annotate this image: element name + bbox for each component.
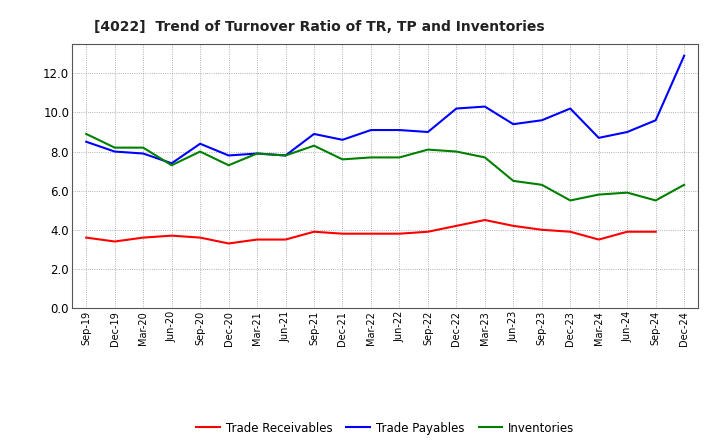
Trade Payables xyxy=(82,139,91,144)
Inventories xyxy=(225,163,233,168)
Trade Receivables xyxy=(395,231,404,236)
Trade Payables xyxy=(282,153,290,158)
Trade Receivables xyxy=(282,237,290,242)
Trade Receivables xyxy=(338,231,347,236)
Trade Receivables xyxy=(480,217,489,223)
Inventories xyxy=(167,163,176,168)
Trade Receivables xyxy=(82,235,91,240)
Trade Receivables xyxy=(366,231,375,236)
Trade Receivables xyxy=(225,241,233,246)
Trade Receivables xyxy=(623,229,631,235)
Trade Receivables xyxy=(167,233,176,238)
Trade Receivables xyxy=(139,235,148,240)
Trade Payables xyxy=(310,131,318,136)
Trade Payables xyxy=(139,151,148,156)
Inventories xyxy=(338,157,347,162)
Inventories xyxy=(82,131,91,136)
Inventories xyxy=(537,182,546,187)
Trade Payables xyxy=(167,161,176,166)
Inventories xyxy=(595,192,603,197)
Inventories xyxy=(509,178,518,183)
Trade Payables xyxy=(509,121,518,127)
Inventories xyxy=(253,151,261,156)
Trade Payables xyxy=(253,151,261,156)
Inventories xyxy=(652,198,660,203)
Trade Payables xyxy=(480,104,489,109)
Trade Payables xyxy=(366,128,375,133)
Trade Receivables xyxy=(566,229,575,235)
Trade Payables xyxy=(595,135,603,140)
Inventories xyxy=(196,149,204,154)
Text: [4022]  Trend of Turnover Ratio of TR, TP and Inventories: [4022] Trend of Turnover Ratio of TR, TP… xyxy=(94,20,544,34)
Inventories xyxy=(452,149,461,154)
Trade Receivables xyxy=(423,229,432,235)
Trade Receivables xyxy=(196,235,204,240)
Trade Payables xyxy=(537,117,546,123)
Trade Receivables xyxy=(253,237,261,242)
Inventories xyxy=(623,190,631,195)
Inventories xyxy=(110,145,119,150)
Legend: Trade Receivables, Trade Payables, Inventories: Trade Receivables, Trade Payables, Inven… xyxy=(192,417,579,440)
Inventories xyxy=(480,155,489,160)
Line: Trade Payables: Trade Payables xyxy=(86,56,684,163)
Trade Receivables xyxy=(537,227,546,232)
Inventories xyxy=(310,143,318,148)
Inventories xyxy=(282,153,290,158)
Inventories xyxy=(566,198,575,203)
Trade Payables xyxy=(196,141,204,147)
Trade Payables xyxy=(423,129,432,135)
Trade Payables xyxy=(395,128,404,133)
Inventories xyxy=(139,145,148,150)
Trade Payables xyxy=(225,153,233,158)
Trade Receivables xyxy=(110,239,119,244)
Trade Payables xyxy=(652,117,660,123)
Line: Inventories: Inventories xyxy=(86,134,684,201)
Inventories xyxy=(366,155,375,160)
Line: Trade Receivables: Trade Receivables xyxy=(86,220,656,243)
Inventories xyxy=(423,147,432,152)
Trade Receivables xyxy=(310,229,318,235)
Trade Payables xyxy=(110,149,119,154)
Trade Payables xyxy=(680,53,688,59)
Trade Receivables xyxy=(595,237,603,242)
Trade Receivables xyxy=(509,223,518,228)
Trade Payables xyxy=(566,106,575,111)
Trade Payables xyxy=(623,129,631,135)
Trade Payables xyxy=(338,137,347,143)
Inventories xyxy=(680,182,688,187)
Trade Payables xyxy=(452,106,461,111)
Trade Receivables xyxy=(452,223,461,228)
Trade Receivables xyxy=(652,229,660,235)
Inventories xyxy=(395,155,404,160)
